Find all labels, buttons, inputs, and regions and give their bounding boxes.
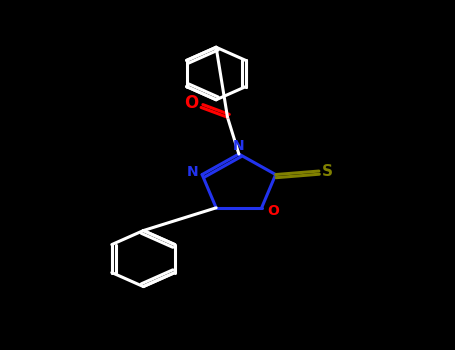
Text: S: S [322,163,333,178]
Text: O: O [267,204,279,218]
Text: N: N [186,165,198,179]
Text: N: N [233,139,245,153]
Text: O: O [184,94,198,112]
